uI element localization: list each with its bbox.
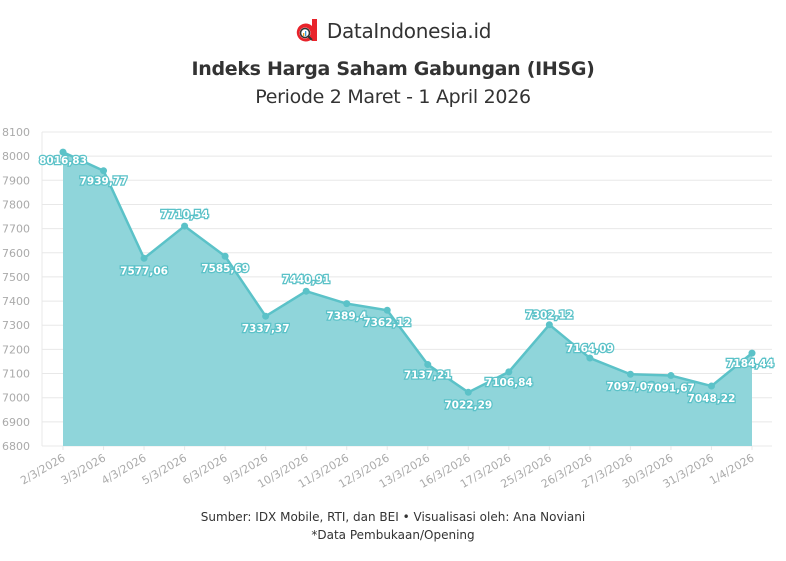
y-tick-label: 7400 <box>2 295 30 308</box>
brand-name: DataIndonesia.id <box>326 19 492 43</box>
data-point[interactable] <box>140 254 148 262</box>
y-tick-label: 7900 <box>2 174 30 187</box>
brand-header: DataIndonesia.id <box>0 18 786 44</box>
data-label: 7022,29 <box>444 399 492 411</box>
data-label: 7048,22 <box>688 393 736 405</box>
data-label: 7097,06 <box>606 381 654 393</box>
data-label: 7577,06 <box>120 265 168 277</box>
y-tick-label: 7300 <box>2 319 30 332</box>
x-tick-label: 6/3/2026 <box>180 451 229 487</box>
series-line <box>62 150 753 394</box>
x-tick-label: 5/3/2026 <box>140 451 189 487</box>
data-label: 7710,54 <box>161 209 209 221</box>
data-label: 7337,37 <box>242 323 290 335</box>
y-tick-label: 8000 <box>2 150 30 163</box>
data-label: 7302,12 <box>525 310 573 322</box>
data-indonesia-logo-icon <box>296 19 317 42</box>
data-point[interactable] <box>221 252 229 260</box>
chart-subtitle: Periode 2 Maret - 1 April 2026 <box>255 86 531 108</box>
chart-title: Indeks Harga Saham Gabungan (IHSG) <box>191 58 595 80</box>
source-note: Sumber: IDX Mobile, RTI, dan BEI • Visua… <box>200 510 586 524</box>
data-note: *Data Pembukaan/Opening <box>311 528 475 542</box>
data-label: 7091,67 <box>647 383 695 395</box>
data-point[interactable] <box>464 388 472 396</box>
data-label: 7585,69 <box>201 263 249 275</box>
data-point[interactable] <box>59 148 67 156</box>
data-label: 7137,21 <box>404 370 452 382</box>
data-point[interactable] <box>181 222 189 230</box>
data-point[interactable] <box>748 349 756 357</box>
y-tick-label: 7500 <box>2 271 30 284</box>
x-tick-label: 4/3/2026 <box>99 451 148 487</box>
data-point[interactable] <box>586 354 594 362</box>
data-point[interactable] <box>626 370 634 378</box>
data-label: 7184,44 <box>726 358 774 370</box>
y-tick-label: 7800 <box>2 198 30 211</box>
area-chart: 6800 6900 7000 7100 7200 7300 7400 7500 7600 7700… <box>2 126 775 491</box>
y-tick-label: 7700 <box>2 223 30 236</box>
data-point[interactable] <box>545 321 553 329</box>
data-label: 8016,83 <box>39 155 87 167</box>
data-label: 7939,77 <box>80 176 128 188</box>
y-tick-label: 7000 <box>2 392 30 405</box>
y-tick-label: 7200 <box>2 343 30 356</box>
data-point[interactable] <box>100 167 108 175</box>
x-tick-label: 3/3/2026 <box>59 451 108 487</box>
data-label: 7106,84 <box>485 377 533 389</box>
y-tick-label: 7600 <box>2 247 30 260</box>
data-point[interactable] <box>707 382 715 390</box>
data-point[interactable] <box>667 372 675 380</box>
data-point[interactable] <box>343 300 351 308</box>
x-tick-label: 2/3/2026 <box>18 451 67 487</box>
data-label: 7389,4 <box>326 311 367 323</box>
data-point[interactable] <box>424 361 432 369</box>
data-point[interactable] <box>383 306 391 314</box>
y-tick-label: 6900 <box>2 416 30 429</box>
data-point[interactable] <box>302 287 310 295</box>
y-tick-label: 7100 <box>2 368 30 381</box>
x-tick-label: 1/4/2026 <box>707 451 756 487</box>
data-point[interactable] <box>262 312 270 320</box>
data-label: 7164,09 <box>566 343 614 355</box>
data-label: 7362,12 <box>363 317 411 329</box>
data-point[interactable] <box>505 368 513 376</box>
y-tick-label: 6800 <box>2 440 30 453</box>
area-fill <box>63 152 752 447</box>
data-label: 7440,91 <box>282 274 330 286</box>
y-tick-label: 8100 <box>2 126 30 139</box>
